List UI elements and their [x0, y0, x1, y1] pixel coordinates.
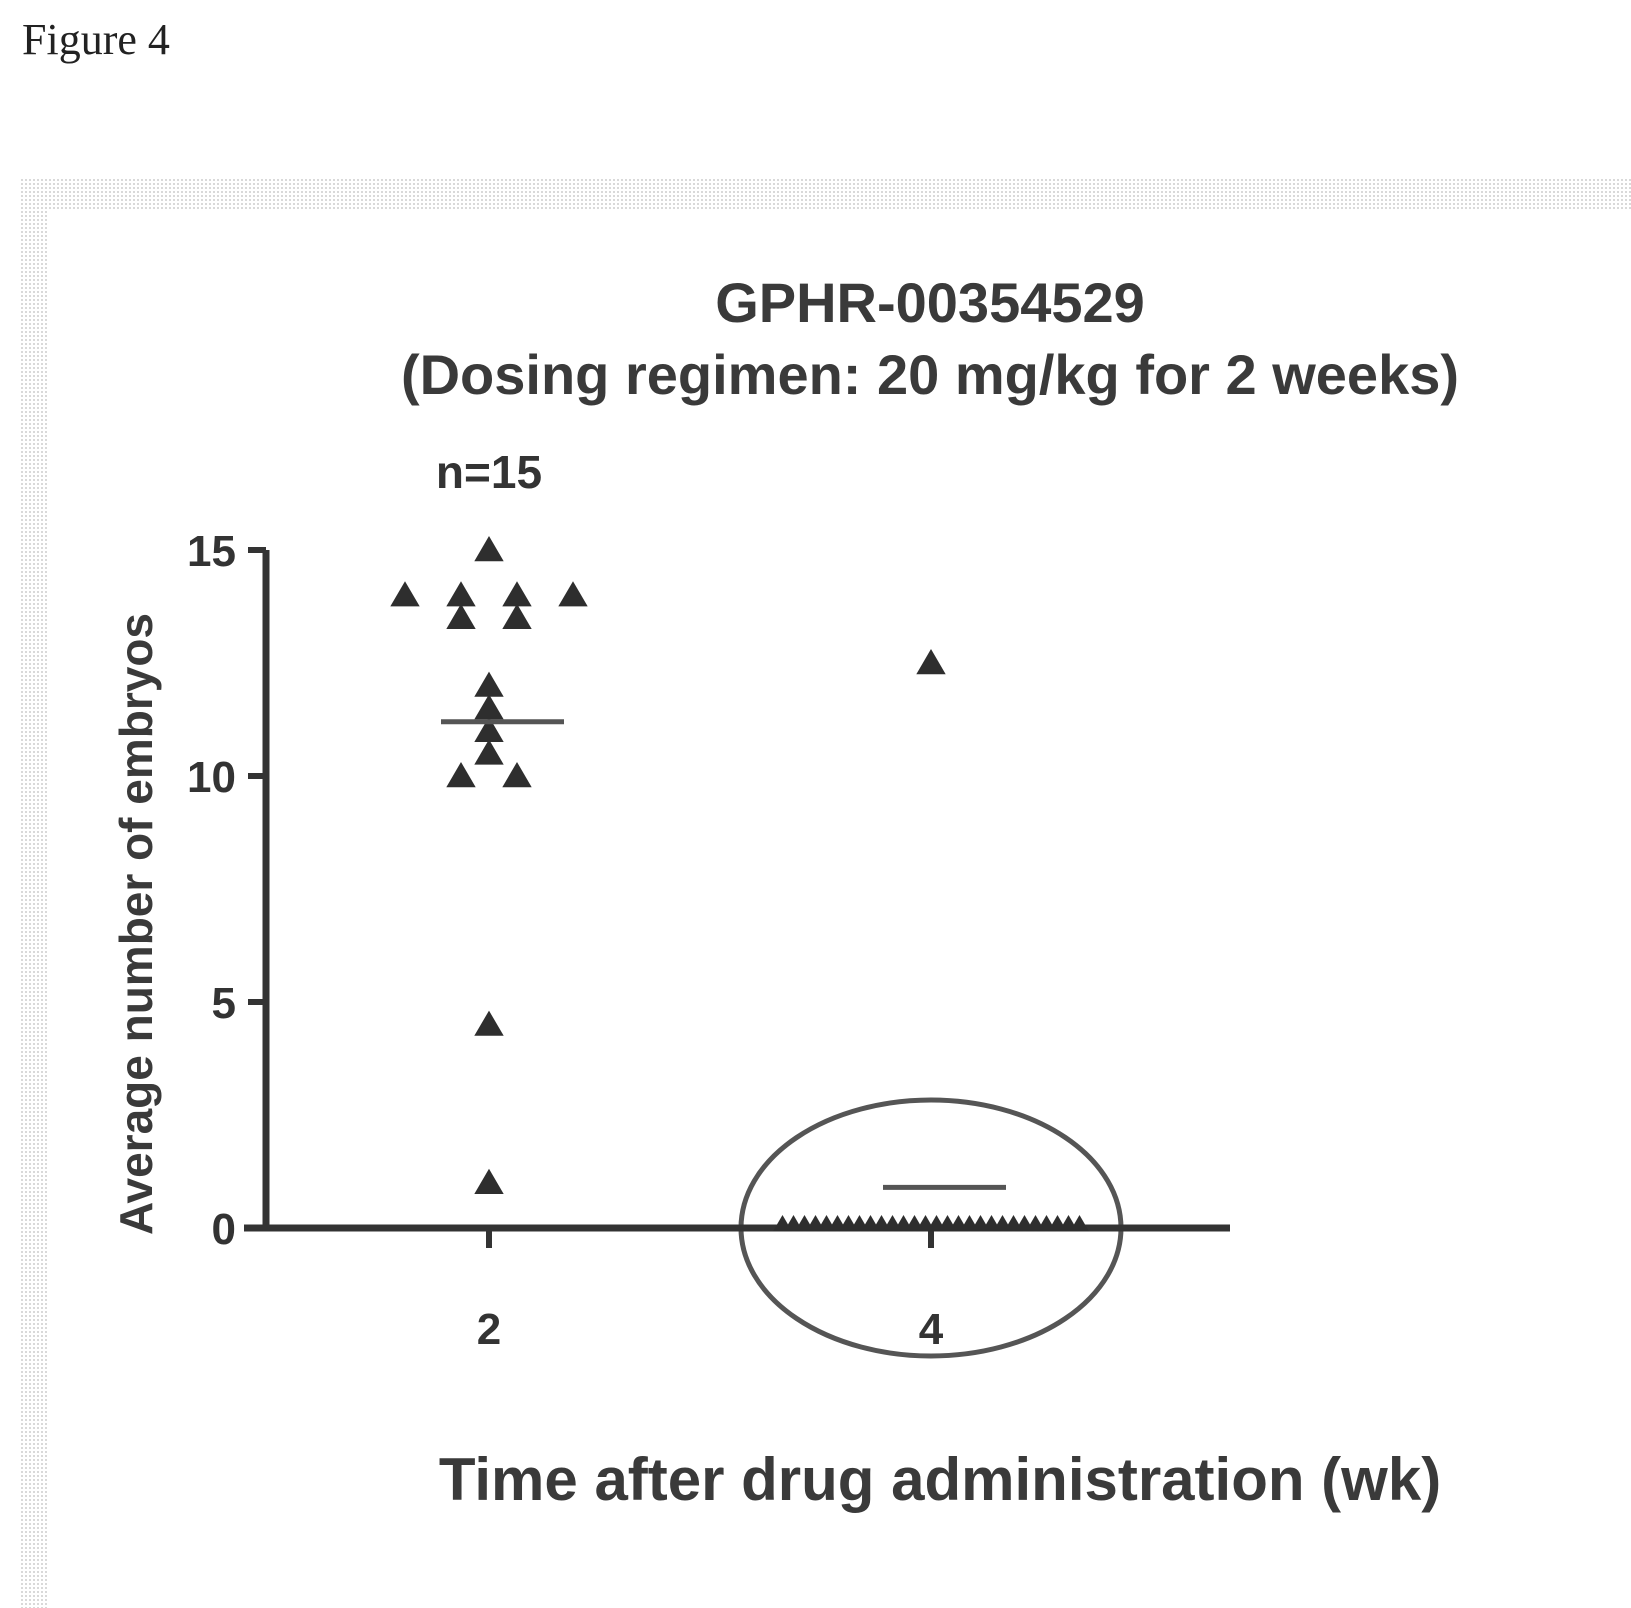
- x-axis-label: Time after drug administration (wk): [439, 1446, 1441, 1513]
- plot-layer: 0 5 10 15 2 4 n=15: [187, 446, 1230, 1359]
- data-point: [474, 694, 504, 720]
- y-axis-label: Average number of embryos: [110, 613, 162, 1235]
- group-annotation: n=15: [436, 446, 542, 498]
- y-tick-label: 10: [187, 753, 236, 802]
- data-point: [474, 1168, 504, 1194]
- y-tick-label: 0: [212, 1205, 236, 1254]
- data-point: [446, 603, 476, 629]
- data-point: [916, 649, 946, 675]
- data-point: [446, 581, 476, 607]
- data-point: [1070, 1215, 1089, 1232]
- data-point: [502, 603, 532, 629]
- chart-panel-inner: GPHR-00354529 (Dosing regimen: 20 mg/kg …: [48, 210, 1631, 1608]
- x-tick-label: 4: [919, 1305, 944, 1354]
- chart-title: GPHR-00354529: [715, 271, 1145, 334]
- chart-panel: GPHR-00354529 (Dosing regimen: 20 mg/kg …: [20, 178, 1631, 1608]
- data-point: [474, 716, 504, 742]
- y-tick-label: 5: [212, 979, 236, 1028]
- chart-svg: GPHR-00354529 (Dosing regimen: 20 mg/kg …: [110, 271, 1459, 1513]
- y-tick-label: 15: [187, 527, 236, 576]
- data-point: [474, 739, 504, 765]
- data-point: [446, 762, 476, 788]
- chart-subtitle: (Dosing regimen: 20 mg/kg for 2 weeks): [401, 343, 1459, 406]
- data-point: [558, 581, 588, 607]
- data-point: [474, 536, 504, 562]
- data-point: [390, 581, 420, 607]
- data-point: [474, 671, 504, 697]
- x-tick-label: 2: [477, 1305, 501, 1354]
- figure-label: Figure 4: [22, 15, 170, 64]
- data-point: [502, 762, 532, 788]
- data-point: [502, 581, 532, 607]
- data-point: [474, 1010, 504, 1036]
